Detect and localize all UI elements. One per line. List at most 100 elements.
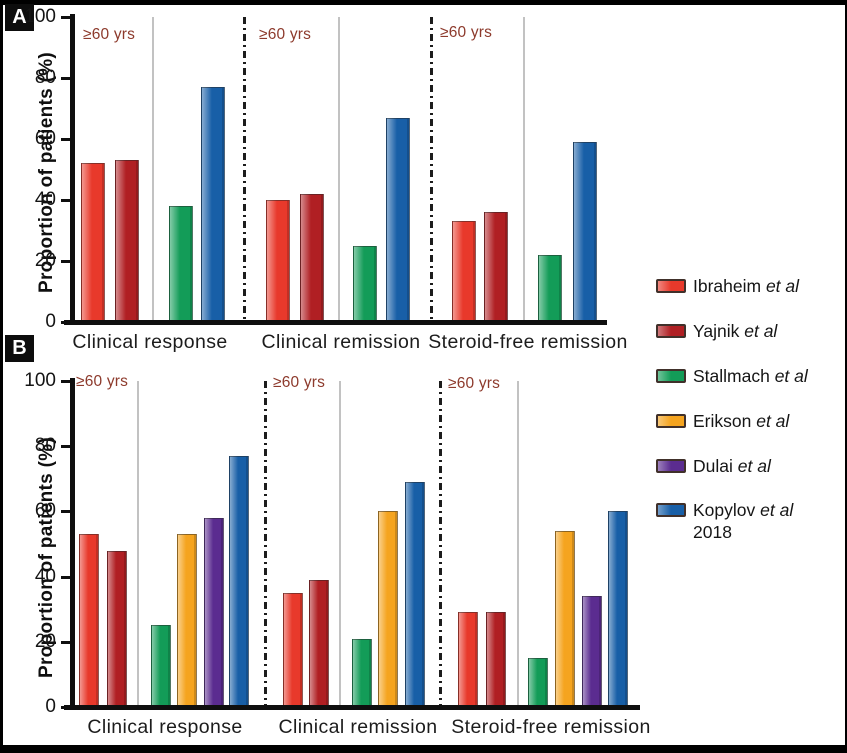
panel-b-y-tick-80	[61, 445, 70, 449]
figure-border-top	[0, 0, 847, 5]
panel-a-y-tick-label-100: 100	[24, 6, 56, 27]
legend-label-dulai: Dulai et al	[693, 455, 771, 476]
panel-a-y-tick-label-0: 0	[45, 311, 56, 332]
panel-b-y-tick-label-20: 20	[34, 630, 56, 652]
panel-b-category-label-steroid-free-remission: Steroid-free remission	[451, 716, 651, 738]
panel-a-y-tick-40	[61, 199, 70, 202]
panel-a-age-annotation-steroid-free-remission: ≥60 yrs	[440, 24, 493, 41]
panel-b-y-tick-60	[61, 510, 70, 514]
panel-a-y-tick-20	[61, 260, 70, 263]
figure-border-bottom	[0, 745, 847, 753]
panel-a-x-axis-line	[64, 320, 607, 325]
legend-swatch-dulai	[656, 458, 686, 473]
bar-ibraheim-et-al-clinical-response	[79, 534, 99, 707]
bar-ibraheim-et-al-clinical-remission	[283, 593, 303, 707]
panel-a-category-label-steroid-free-remission: Steroid-free remission	[428, 331, 628, 353]
legend-item-dulai: Dulai et al	[656, 456, 808, 478]
panel-b-y-tick-100	[61, 380, 70, 383]
legend-swatch-ibraheim	[656, 279, 686, 293]
panel-a-age-subgroup-divider	[152, 17, 154, 322]
legend-item-yajnik: Yajnik et al	[656, 321, 808, 343]
legend-label-stallmach: Stallmach et al	[693, 365, 808, 386]
legend-label-suffix: et al	[744, 320, 778, 341]
legend-label-suffix: et al	[760, 500, 794, 521]
figure-border-left	[0, 0, 3, 753]
panel-a-label: A	[5, 4, 34, 31]
legend-label-erikson: Erikson et al	[693, 410, 790, 431]
panel-a-y-tick-60	[61, 138, 70, 141]
panel-a-group-divider-dashdot	[430, 17, 433, 322]
bar-kopylov-et-al-2018-clinical-remission	[405, 482, 425, 707]
panel-b-category-label-clinical-remission: Clinical remission	[278, 716, 438, 738]
bar-yajnik-et-al-clinical-response	[107, 551, 127, 707]
panel-b-y-tick-label-100: 100	[24, 370, 56, 391]
panel-b-age-annotation-steroid-free-remission: ≥60 yrs	[448, 375, 501, 392]
panel-a-age-subgroup-divider	[338, 17, 340, 322]
bar-stallmach-et-al-clinical-remission	[353, 246, 377, 322]
panel-b-y-axis-line	[70, 378, 75, 710]
figure-border-right	[845, 0, 847, 753]
legend-item-erikson: Erikson et al	[656, 411, 808, 433]
bar-dulai-et-al-steroid-free-remission	[582, 596, 602, 707]
panel-b-label: B	[5, 335, 34, 362]
bar-yajnik-et-al-steroid-free-remission	[486, 612, 506, 707]
panel-a-age-subgroup-divider	[523, 17, 525, 322]
legend-label-suffix: et al	[765, 276, 800, 296]
bar-erikson-et-al-clinical-remission	[378, 511, 398, 707]
bar-yajnik-et-al-steroid-free-remission	[484, 212, 508, 322]
bar-dulai-et-al-clinical-response	[204, 518, 224, 707]
bar-ibraheim-et-al-steroid-free-remission	[458, 612, 478, 707]
panel-b-plot-area: 100 80 60 40 20 0 ≥60 yrs Clinical response ≥60 …	[0, 370, 847, 738]
panel-b-y-tick-label-60: 60	[34, 500, 56, 522]
bar-yajnik-et-al-clinical-remission	[309, 580, 329, 707]
panel-a-y-tick-label-20: 20	[34, 250, 56, 271]
legend-item-kopylov: Kopylov et al 2018	[656, 500, 808, 544]
legend-label-kopylov: Kopylov et al 2018	[693, 500, 794, 543]
legend-label-suffix: et al	[737, 455, 771, 476]
legend-swatch-yajnik	[656, 323, 686, 338]
legend-label-line2: 2018	[693, 522, 732, 543]
legend-label-suffix: et al	[774, 365, 808, 386]
legend-label-yajnik: Yajnik et al	[693, 320, 778, 341]
panel-a-category-label-clinical-remission: Clinical remission	[261, 331, 421, 353]
bar-ibraheim-et-al-clinical-remission	[266, 200, 290, 322]
panel-b-age-subgroup-divider	[517, 381, 519, 707]
panel-a-group-divider-dashdot	[243, 17, 246, 322]
bar-erikson-et-al-clinical-response	[177, 534, 197, 707]
panel-a-plot-area: 100 80 60 40 20 0 ≥60 yrs Clinical response ≥60 …	[0, 6, 847, 353]
panel-b-age-annotation-clinical-remission: ≥60 yrs	[273, 374, 326, 391]
panel-b-category-label-clinical-response: Clinical response	[87, 716, 243, 738]
panel-a-category-label-clinical-response: Clinical response	[72, 331, 228, 353]
panel-b-group-divider-dashdot	[264, 381, 267, 707]
legend-item-ibraheim: Ibraheim et al	[656, 276, 808, 298]
bar-kopylov-et-al-2018-steroid-free-remission	[608, 511, 628, 707]
legend-item-stallmach: Stallmach et al	[656, 366, 808, 388]
bar-stallmach-et-al-clinical-response	[169, 206, 193, 322]
panel-b-age-annotation-clinical-response: ≥60 yrs	[76, 373, 129, 390]
panel-b-age-subgroup-divider	[339, 381, 341, 707]
panel-b-y-tick-20	[61, 640, 70, 644]
bar-stallmach-et-al-clinical-remission	[352, 639, 372, 707]
bar-kopylov-et-al-2018-clinical-response	[229, 456, 249, 707]
legend-swatch-kopylov	[656, 503, 686, 518]
bar-stallmach-et-al-steroid-free-remission	[538, 255, 562, 322]
panel-a-y-tick-label-40: 40	[34, 189, 56, 210]
panel-b-y-tick-40	[61, 575, 70, 579]
panel-b-x-axis-line	[64, 705, 640, 710]
legend-label-suffix: et al	[756, 410, 790, 431]
panel-a-y-axis-line	[70, 14, 75, 325]
panel-b-group-divider-dashdot	[439, 381, 442, 707]
legend-label-ibraheim: Ibraheim et al	[693, 276, 800, 296]
legend-swatch-erikson	[656, 413, 686, 428]
panel-b-y-tick-label-0: 0	[45, 696, 56, 717]
bar-yajnik-et-al-clinical-response	[115, 160, 139, 322]
bar-stallmach-et-al-clinical-response	[151, 625, 171, 707]
panel-a-y-tick-label-80: 80	[34, 67, 56, 88]
panel-a-age-annotation-clinical-response: ≥60 yrs	[83, 26, 136, 43]
panel-a-y-tick-100	[61, 16, 70, 19]
panel-a-age-annotation-clinical-remission: ≥60 yrs	[259, 26, 312, 43]
bar-stallmach-et-al-steroid-free-remission	[528, 658, 548, 707]
panel-b-y-tick-label-80: 80	[34, 435, 56, 457]
panel-b-y-tick-label-40: 40	[34, 565, 56, 587]
